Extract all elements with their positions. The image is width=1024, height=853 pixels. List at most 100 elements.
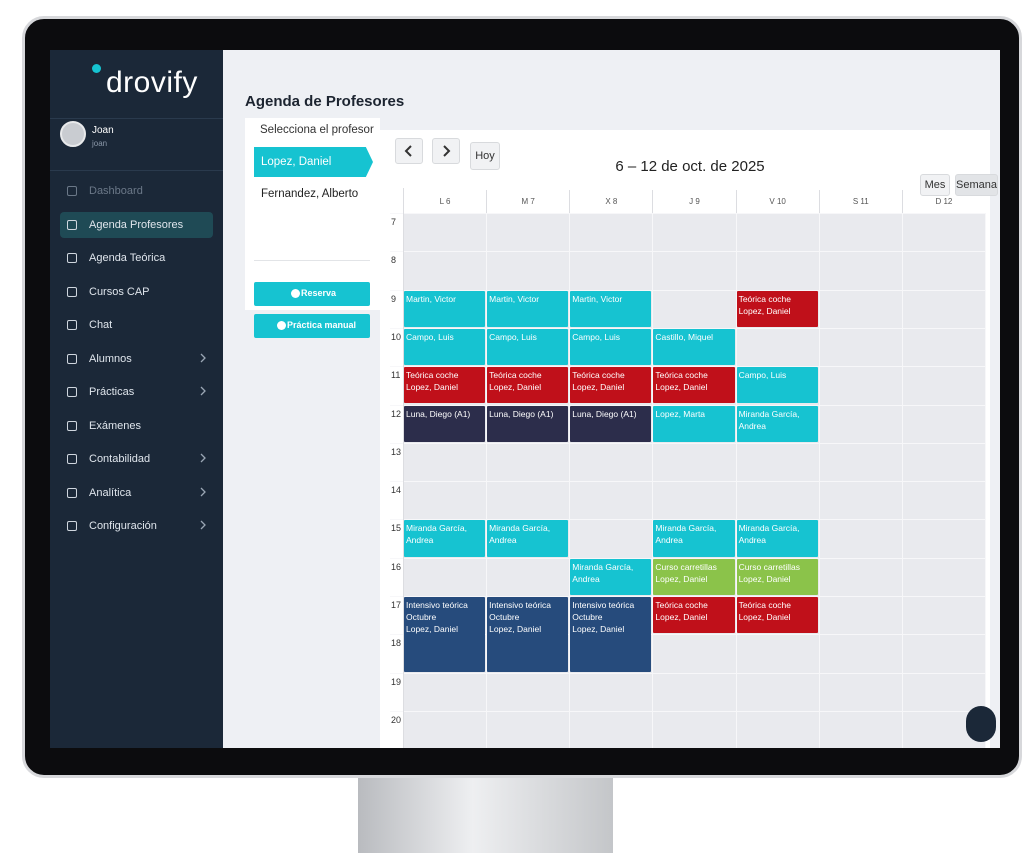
event-text: Lopez, Daniel — [572, 382, 625, 393]
menu-item[interactable]: Analítica — [89, 486, 132, 499]
event-text: Teórica coche — [572, 370, 625, 381]
day-header: S 11 — [818, 190, 902, 213]
view-button[interactable]: Semana — [955, 174, 998, 196]
menu-item[interactable]: Alumnos — [89, 352, 132, 365]
menu-item[interactable]: Dashboard — [89, 185, 143, 197]
divider — [50, 170, 223, 171]
event[interactable]: Intensivo teórica Octubre Lopez, Daniel — [570, 597, 652, 672]
event-text: Octubre — [406, 612, 437, 622]
event[interactable]: Miranda García, Andrea — [404, 520, 486, 557]
event[interactable]: Luna, Diego (A1) — [487, 405, 569, 442]
event-text: Octubre — [489, 612, 520, 622]
today-button[interactable]: Hoy — [470, 142, 500, 170]
event[interactable]: Campo, Luis — [736, 367, 818, 404]
event[interactable]: Miranda García, Andrea — [487, 520, 569, 557]
divider — [50, 118, 223, 119]
event[interactable]: Miranda García, Andrea — [653, 520, 735, 557]
hour-label: 18 — [391, 638, 402, 649]
submenu-chevron — [199, 352, 207, 367]
event[interactable]: Curso carretillas Lopez, Daniel — [653, 558, 735, 595]
event[interactable]: Luna, Diego (A1) — [570, 405, 652, 442]
event[interactable]: Teórica coche Lopez, Daniel — [404, 367, 486, 404]
event-text: Teórica coche — [489, 370, 542, 381]
event[interactable]: Teórica coche Lopez, Daniel — [570, 367, 652, 404]
event[interactable]: Campo, Luis — [487, 328, 569, 366]
action-button-label: Práctica manual — [287, 320, 357, 330]
next-icon — [443, 145, 451, 157]
event[interactable]: Castillo, Miquel — [653, 328, 735, 366]
event[interactable]: Martin, Victor — [570, 290, 652, 327]
event[interactable]: Teórica coche Lopez, Daniel — [736, 597, 818, 634]
event[interactable]: Miranda García, Andrea — [736, 520, 818, 557]
avatar[interactable] — [60, 121, 86, 147]
event-text: Lopez, Marta — [655, 408, 706, 419]
plus-icon — [277, 321, 286, 330]
menu-item[interactable]: Contabilidad — [89, 453, 151, 465]
event-text: Teórica coche — [406, 370, 459, 381]
hour-line — [390, 213, 985, 214]
submenu-chevron — [199, 385, 207, 400]
event[interactable]: Teórica coche Lopez, Daniel — [653, 367, 735, 404]
day-column-line — [735, 213, 737, 748]
hour-line — [390, 634, 985, 636]
event-text: Teórica coche — [738, 600, 792, 610]
logo-dot — [92, 64, 101, 73]
event[interactable]: Miranda García, Andrea — [570, 558, 652, 595]
logo: drovify — [106, 66, 198, 99]
event-text: Lopez, Daniel — [489, 624, 542, 634]
hour-label: 14 — [391, 485, 402, 496]
teacher-option[interactable]: Fernandez, Alberto — [261, 188, 359, 200]
teacher-option[interactable]: Lopez, Daniel — [254, 147, 373, 177]
event[interactable]: Luna, Diego (A1) — [404, 405, 486, 442]
event[interactable]: Lopez, Marta — [653, 405, 735, 442]
event-text: Lopez, Daniel — [406, 382, 458, 393]
day-column-line — [569, 213, 571, 748]
menu-item[interactable]: Agenda Profesores — [60, 211, 213, 238]
menu-item[interactable]: Chat — [89, 319, 113, 331]
menu-item[interactable]: Configuración — [89, 520, 157, 532]
event-text: Campo, Luis — [738, 370, 787, 381]
event[interactable]: Miranda García, Andrea — [736, 405, 818, 442]
prev-button[interactable] — [395, 138, 423, 164]
menu-icon — [67, 487, 77, 498]
chat-bubble[interactable] — [966, 706, 996, 742]
menu-item[interactable]: Exámenes — [89, 419, 141, 432]
event[interactable]: Teórica coche Lopez, Daniel — [487, 367, 569, 404]
hour-line — [390, 519, 985, 521]
menu-icon — [67, 454, 77, 464]
event-text: Lopez, Daniel — [655, 612, 708, 622]
action-button[interactable]: Reserva — [254, 282, 370, 306]
event[interactable]: Campo, Luis — [404, 328, 486, 366]
menu-item[interactable]: Agenda Teórica — [89, 252, 166, 264]
event-text: Campo, Luis — [489, 331, 537, 342]
hour-label: 8 — [391, 255, 397, 266]
screen: drovify Joan joan Dashboard Agenda Profes… — [50, 50, 1000, 748]
event[interactable]: Martin, Victor — [487, 290, 569, 327]
menu-item[interactable]: Prácticas — [89, 386, 135, 398]
action-button[interactable]: Práctica manual — [254, 314, 370, 338]
menu-item[interactable]: Cursos CAP — [89, 285, 150, 298]
event[interactable]: Campo, Luis — [570, 328, 652, 366]
event-text: Luna, Diego (A1) — [489, 408, 554, 419]
calendar-title: 6 – 12 de oct. de 2025 — [615, 158, 765, 175]
hour-line — [390, 404, 985, 406]
event-text: Martin, Victor — [406, 293, 456, 304]
hour-label: 9 — [391, 293, 397, 304]
event[interactable]: Teórica coche Lopez, Daniel — [736, 290, 818, 327]
event[interactable]: Intensivo teórica Octubre Lopez, Daniel — [487, 597, 569, 672]
view-button[interactable]: Mes — [920, 174, 950, 196]
event[interactable]: Teórica coche Lopez, Daniel — [653, 597, 735, 634]
event-text: Miranda García, Andrea — [572, 561, 634, 584]
prev-icon — [404, 145, 412, 157]
event[interactable]: Martin, Victor — [404, 290, 486, 327]
event-text: Lopez, Daniel — [738, 612, 791, 622]
event[interactable]: Curso carretillas Lopez, Daniel — [736, 558, 818, 595]
event-text: Curso carretillas — [738, 561, 800, 572]
monitor-stand — [358, 778, 613, 853]
next-button[interactable] — [432, 138, 460, 164]
event[interactable]: Intensivo teórica Octubre Lopez, Daniel — [404, 597, 486, 672]
menu-icon — [67, 219, 77, 230]
event-text: Lopez, Daniel — [738, 305, 791, 316]
hour-line — [390, 672, 985, 674]
day-header: J 9 — [652, 190, 735, 213]
